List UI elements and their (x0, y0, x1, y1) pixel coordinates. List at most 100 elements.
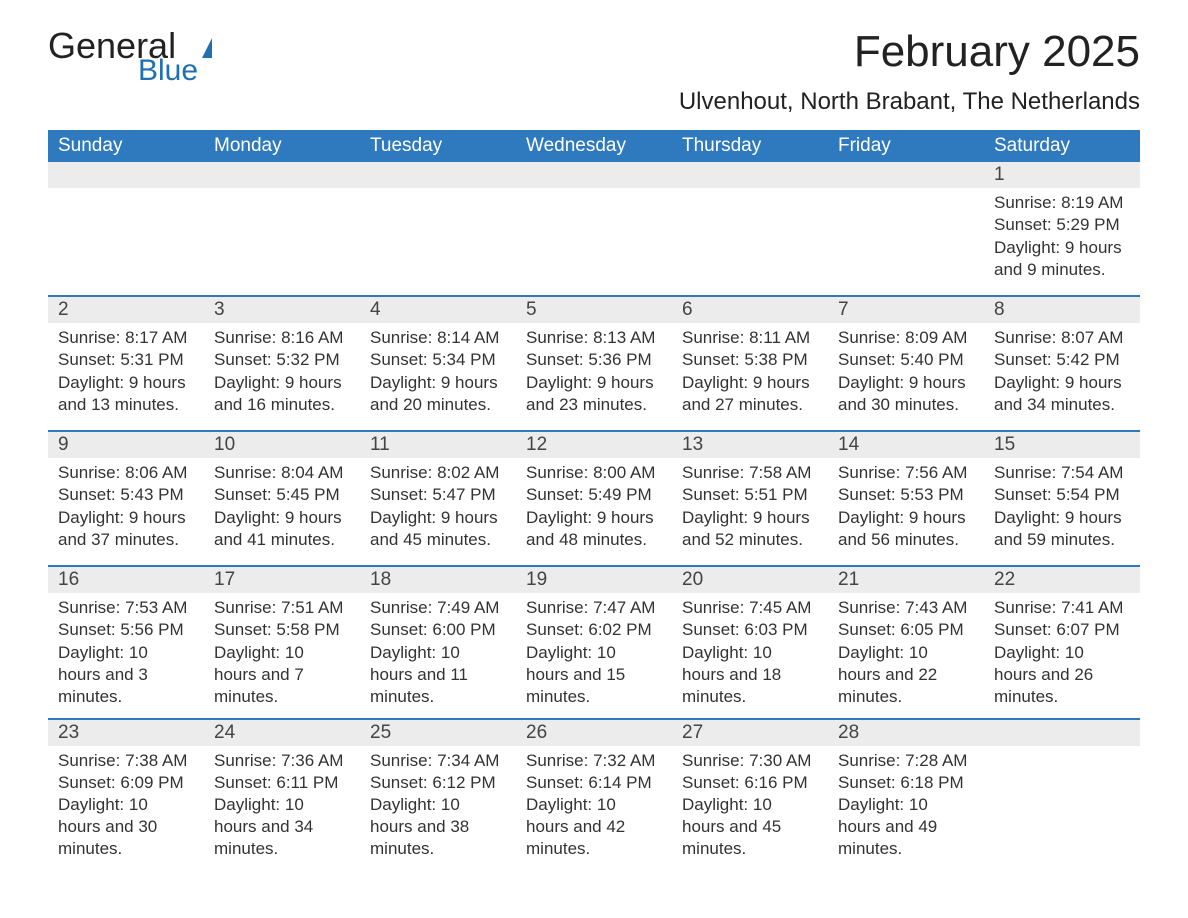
daylight-text: Daylight: 9 hours and 59 minutes. (994, 507, 1130, 551)
sunrise-text: Sunrise: 7:45 AM (682, 597, 818, 619)
month-title: February 2025 (679, 28, 1140, 76)
sunrise-text: Sunrise: 8:09 AM (838, 327, 974, 349)
sunrise-text: Sunrise: 7:36 AM (214, 750, 350, 772)
day-data-cell: Sunrise: 8:09 AMSunset: 5:40 PMDaylight:… (828, 323, 984, 431)
day-number-cell: 3 (204, 296, 360, 323)
day-number-cell: 10 (204, 431, 360, 458)
day-number-cell: 27 (672, 719, 828, 746)
sunset-text: Sunset: 5:34 PM (370, 349, 506, 371)
day-number-cell: 7 (828, 296, 984, 323)
daylight-text: Daylight: 9 hours and 45 minutes. (370, 507, 506, 551)
day-data-cell: Sunrise: 8:14 AMSunset: 5:34 PMDaylight:… (360, 323, 516, 431)
sunset-text: Sunset: 5:42 PM (994, 349, 1130, 371)
day-number-cell: 18 (360, 566, 516, 593)
sunset-text: Sunset: 5:58 PM (214, 619, 350, 641)
daylight-text: Daylight: 9 hours and 27 minutes. (682, 372, 818, 416)
sunset-text: Sunset: 6:11 PM (214, 772, 350, 794)
sunrise-text: Sunrise: 7:38 AM (58, 750, 194, 772)
day-number-cell: 19 (516, 566, 672, 593)
calendar-header: SundayMondayTuesdayWednesdayThursdayFrid… (48, 130, 1140, 162)
sunset-text: Sunset: 5:43 PM (58, 484, 194, 506)
day-data-cell: Sunrise: 7:36 AMSunset: 6:11 PMDaylight:… (204, 746, 360, 870)
sunset-text: Sunset: 5:38 PM (682, 349, 818, 371)
daylight-text: Daylight: 10 hours and 26 minutes. (994, 642, 1130, 708)
daylight-text: Daylight: 9 hours and 52 minutes. (682, 507, 818, 551)
day-data-cell: Sunrise: 7:43 AMSunset: 6:05 PMDaylight:… (828, 593, 984, 718)
sunrise-text: Sunrise: 7:47 AM (526, 597, 662, 619)
day-data-cell: Sunrise: 8:11 AMSunset: 5:38 PMDaylight:… (672, 323, 828, 431)
sunrise-text: Sunrise: 8:16 AM (214, 327, 350, 349)
day-number-cell: 11 (360, 431, 516, 458)
day-number-cell: 17 (204, 566, 360, 593)
weekday-header: Sunday (48, 130, 204, 162)
sunrise-text: Sunrise: 8:04 AM (214, 462, 350, 484)
sunrise-text: Sunrise: 8:02 AM (370, 462, 506, 484)
day-number-cell: 2 (48, 296, 204, 323)
day-number-cell: 13 (672, 431, 828, 458)
daylight-text: Daylight: 10 hours and 45 minutes. (682, 794, 818, 860)
day-number-cell: 14 (828, 431, 984, 458)
sunset-text: Sunset: 6:09 PM (58, 772, 194, 794)
sunset-text: Sunset: 6:14 PM (526, 772, 662, 794)
day-data-cell: Sunrise: 7:32 AMSunset: 6:14 PMDaylight:… (516, 746, 672, 870)
day-number-cell: 1 (984, 162, 1140, 188)
day-data-cell: Sunrise: 7:56 AMSunset: 5:53 PMDaylight:… (828, 458, 984, 566)
daylight-text: Daylight: 10 hours and 11 minutes. (370, 642, 506, 708)
sunrise-text: Sunrise: 8:17 AM (58, 327, 194, 349)
daylight-text: Daylight: 10 hours and 49 minutes. (838, 794, 974, 860)
day-number-cell (984, 719, 1140, 746)
sunset-text: Sunset: 5:36 PM (526, 349, 662, 371)
day-data-cell: Sunrise: 8:19 AMSunset: 5:29 PMDaylight:… (984, 188, 1140, 296)
sunrise-text: Sunrise: 7:49 AM (370, 597, 506, 619)
sunrise-text: Sunrise: 8:06 AM (58, 462, 194, 484)
daylight-text: Daylight: 9 hours and 13 minutes. (58, 372, 194, 416)
day-data-cell: Sunrise: 8:17 AMSunset: 5:31 PMDaylight:… (48, 323, 204, 431)
title-block: February 2025 Ulvenhout, North Brabant, … (679, 28, 1140, 116)
sunrise-text: Sunrise: 7:43 AM (838, 597, 974, 619)
location: Ulvenhout, North Brabant, The Netherland… (679, 88, 1140, 116)
daylight-text: Daylight: 9 hours and 56 minutes. (838, 507, 974, 551)
sunrise-text: Sunrise: 7:41 AM (994, 597, 1130, 619)
day-number-cell: 9 (48, 431, 204, 458)
daylight-text: Daylight: 9 hours and 37 minutes. (58, 507, 194, 551)
sunrise-text: Sunrise: 7:32 AM (526, 750, 662, 772)
sunrise-text: Sunrise: 7:58 AM (682, 462, 818, 484)
day-data-cell: Sunrise: 8:04 AMSunset: 5:45 PMDaylight:… (204, 458, 360, 566)
day-data-cell: Sunrise: 7:28 AMSunset: 6:18 PMDaylight:… (828, 746, 984, 870)
day-data-cell: Sunrise: 8:16 AMSunset: 5:32 PMDaylight:… (204, 323, 360, 431)
day-number-cell: 16 (48, 566, 204, 593)
daylight-text: Daylight: 10 hours and 22 minutes. (838, 642, 974, 708)
day-data-cell: Sunrise: 7:38 AMSunset: 6:09 PMDaylight:… (48, 746, 204, 870)
day-data-cell (828, 188, 984, 296)
day-data-cell: Sunrise: 7:49 AMSunset: 6:00 PMDaylight:… (360, 593, 516, 718)
weekday-header: Monday (204, 130, 360, 162)
daylight-text: Daylight: 9 hours and 48 minutes. (526, 507, 662, 551)
sunrise-text: Sunrise: 8:00 AM (526, 462, 662, 484)
day-data-cell: Sunrise: 8:07 AMSunset: 5:42 PMDaylight:… (984, 323, 1140, 431)
day-data-cell: Sunrise: 7:58 AMSunset: 5:51 PMDaylight:… (672, 458, 828, 566)
sunrise-text: Sunrise: 8:13 AM (526, 327, 662, 349)
sunset-text: Sunset: 6:00 PM (370, 619, 506, 641)
daylight-text: Daylight: 9 hours and 23 minutes. (526, 372, 662, 416)
day-data-cell: Sunrise: 7:30 AMSunset: 6:16 PMDaylight:… (672, 746, 828, 870)
day-number-cell (48, 162, 204, 188)
sunset-text: Sunset: 6:02 PM (526, 619, 662, 641)
daylight-text: Daylight: 10 hours and 30 minutes. (58, 794, 194, 860)
day-number-cell: 21 (828, 566, 984, 593)
day-data-cell: Sunrise: 7:54 AMSunset: 5:54 PMDaylight:… (984, 458, 1140, 566)
weekday-header: Tuesday (360, 130, 516, 162)
sunset-text: Sunset: 5:45 PM (214, 484, 350, 506)
sunset-text: Sunset: 5:51 PM (682, 484, 818, 506)
weekday-header: Thursday (672, 130, 828, 162)
sunset-text: Sunset: 6:05 PM (838, 619, 974, 641)
day-number-cell: 20 (672, 566, 828, 593)
weekday-header: Wednesday (516, 130, 672, 162)
daylight-text: Daylight: 10 hours and 7 minutes. (214, 642, 350, 708)
day-data-cell: Sunrise: 7:53 AMSunset: 5:56 PMDaylight:… (48, 593, 204, 718)
day-data-cell: Sunrise: 8:13 AMSunset: 5:36 PMDaylight:… (516, 323, 672, 431)
day-data-cell (984, 746, 1140, 870)
weekday-header: Friday (828, 130, 984, 162)
day-data-cell: Sunrise: 7:45 AMSunset: 6:03 PMDaylight:… (672, 593, 828, 718)
sunset-text: Sunset: 5:31 PM (58, 349, 194, 371)
logo: General Blue (48, 28, 212, 86)
